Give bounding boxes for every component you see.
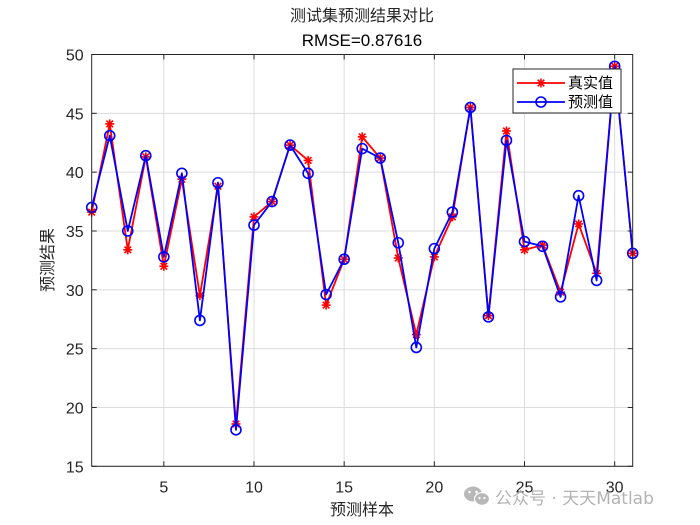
circle-marker-icon xyxy=(248,219,260,231)
x-tick-label: 20 xyxy=(425,479,443,496)
circle-marker-icon xyxy=(103,129,116,142)
y-tick-label: 30 xyxy=(66,283,84,300)
star-marker-icon xyxy=(357,132,367,142)
series-line xyxy=(90,65,634,431)
circle-marker-icon xyxy=(212,176,224,189)
circle-marker-icon xyxy=(572,189,585,202)
y-tick-label: 20 xyxy=(66,400,84,417)
star-marker-icon xyxy=(574,219,584,229)
circle-marker-icon xyxy=(392,236,405,249)
circle-marker-icon xyxy=(446,206,459,218)
circle-marker-icon xyxy=(500,134,513,147)
star-marker-icon xyxy=(536,78,546,88)
circle-marker-icon xyxy=(410,341,423,354)
circle-marker-icon xyxy=(374,152,387,164)
star-marker-icon xyxy=(105,119,115,129)
y-tick-label: 40 xyxy=(66,165,84,182)
y-tick-label: 25 xyxy=(66,342,84,359)
y-tick-label: 50 xyxy=(66,48,84,65)
star-marker-icon xyxy=(501,126,511,136)
x-tick-label: 25 xyxy=(516,479,534,496)
circle-marker-icon xyxy=(266,195,278,208)
star-marker-icon xyxy=(159,261,169,271)
circle-marker-icon xyxy=(158,251,170,263)
y-tick-label: 15 xyxy=(66,459,84,476)
circle-marker-icon xyxy=(464,101,477,114)
star-marker-icon xyxy=(321,300,331,310)
star-marker-icon xyxy=(123,245,133,255)
circle-marker-icon xyxy=(482,311,495,323)
legend-entry-true-value[interactable]: 真实值 xyxy=(517,74,613,92)
circle-marker-icon xyxy=(284,139,296,151)
circle-marker-icon xyxy=(428,242,441,255)
circle-marker-icon xyxy=(554,291,567,303)
x-tick-label: 10 xyxy=(245,479,263,496)
legend-label-predicted-value: 预测值 xyxy=(568,93,613,111)
plot-series xyxy=(85,60,639,436)
x-tick-label: 15 xyxy=(335,479,353,496)
chart-subtitle-rmse: RMSE=0.87616 xyxy=(302,31,423,50)
series-predicted-value xyxy=(85,60,639,436)
star-marker-icon xyxy=(303,155,313,165)
legend-sample-circle-icon xyxy=(517,96,565,108)
y-axis-label: 预测结果 xyxy=(38,228,57,292)
x-axis-label: 预测样本 xyxy=(330,500,394,519)
circle-marker-icon xyxy=(320,288,332,301)
circle-marker-icon xyxy=(356,142,369,155)
wechat-icon xyxy=(464,486,491,506)
circle-marker-icon xyxy=(302,167,314,180)
circle-marker-icon xyxy=(140,149,152,162)
axes xyxy=(91,54,634,467)
chart-title: 测试集预测结果对比 xyxy=(290,6,434,25)
x-tick-label: 30 xyxy=(606,479,624,496)
circle-marker-icon xyxy=(121,225,134,237)
y-tick-label: 35 xyxy=(66,224,84,241)
legend[interactable]: 真实值 预测值 xyxy=(512,68,622,114)
circle-marker-icon xyxy=(535,96,547,108)
star-marker-icon xyxy=(249,212,259,222)
circle-marker-icon xyxy=(194,314,206,327)
circle-marker-icon xyxy=(518,235,531,248)
y-tick-label: 45 xyxy=(66,106,84,123)
circle-marker-icon xyxy=(536,240,549,253)
circle-marker-icon xyxy=(230,424,242,436)
legend-entry-predicted-value[interactable]: 预测值 xyxy=(517,93,613,111)
x-tick-label: 5 xyxy=(159,479,168,496)
axes-box xyxy=(91,54,634,467)
watermark-text: 公众号 · 天天Matlab xyxy=(495,489,654,509)
watermark: 公众号 · 天天Matlab xyxy=(464,486,654,509)
legend-label-true-value: 真实值 xyxy=(568,74,613,92)
tick-labels: 5 10 15 20 25 30 15 20 25 30 35 40 45 50 xyxy=(66,48,624,497)
circle-marker-icon xyxy=(338,253,350,266)
circle-marker-icon xyxy=(176,167,188,180)
legend-sample-star-icon xyxy=(517,78,565,88)
circle-marker-icon xyxy=(590,274,603,287)
legend-box xyxy=(512,68,622,114)
